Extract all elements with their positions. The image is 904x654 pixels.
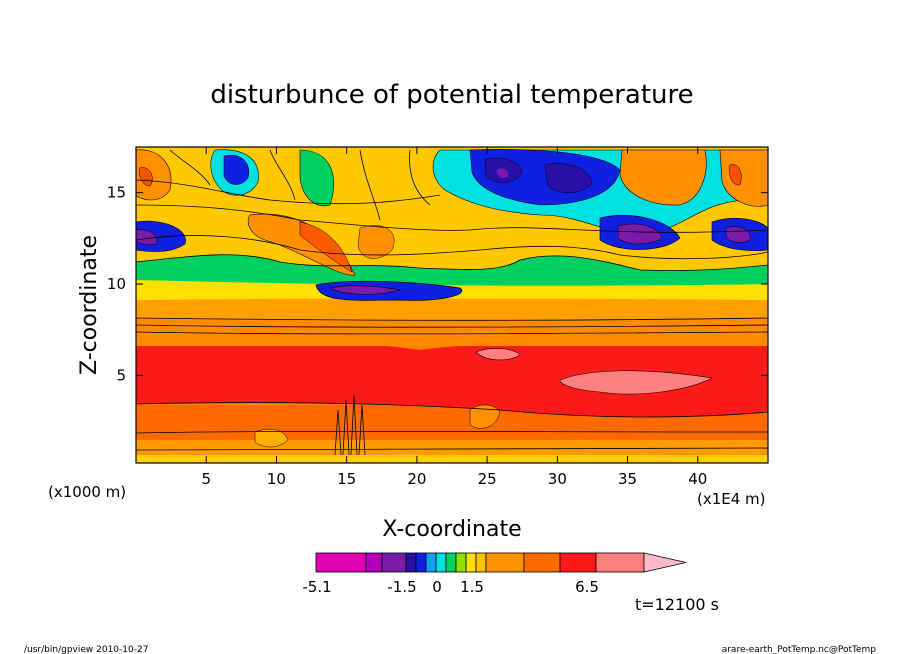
- x-tick-label: 15: [337, 470, 356, 488]
- colorbar-swatch: [405, 552, 417, 573]
- colorbar-swatch: [465, 552, 477, 573]
- colorbar-swatch: [381, 552, 407, 573]
- time-label: t=12100 s: [635, 595, 719, 614]
- y-axis-label: Z-coordinate: [77, 235, 102, 375]
- x-tick-label: 10: [267, 470, 286, 488]
- colorbar-swatch: [365, 552, 383, 573]
- colorbar-tick-label: 6.5: [575, 578, 599, 596]
- y-tick-label: 5: [116, 366, 126, 384]
- plot-frame: [135, 146, 769, 464]
- chart-title: disturbunce of potential temperature: [210, 80, 693, 110]
- colorbar-swatch: [455, 552, 467, 573]
- contour-lines: [136, 149, 768, 451]
- x-tick-label: 40: [688, 470, 707, 488]
- footer-right: arare-earth_PotTemp.nc@PotTemp: [722, 645, 877, 654]
- y-axis: 5 10 15: [107, 184, 768, 384]
- colorbar-swatch: [595, 552, 645, 573]
- colorbar-swatch: [425, 552, 437, 573]
- y-tick-label: 15: [107, 184, 126, 202]
- x-axis-label: X-coordinate: [382, 517, 521, 542]
- colorbar-swatch: [315, 552, 367, 573]
- x-axis: 5 10 15 20 25 30 35 40: [201, 147, 707, 488]
- colorbar-tick-label: 0: [432, 578, 442, 596]
- footer-left: /usr/bin/gpview 2010-10-27: [24, 645, 148, 654]
- x-tick-label: 25: [478, 470, 497, 488]
- x-unit-left: (x1000 m): [48, 483, 126, 501]
- x-tick-label: 35: [618, 470, 637, 488]
- x-tick-label: 5: [201, 470, 211, 488]
- y-tick-label: 10: [107, 275, 126, 293]
- colorbar-arrow: [643, 552, 687, 573]
- colorbar-tick-label: -5.1: [302, 578, 331, 596]
- colorbar-tick-label: 1.5: [460, 578, 484, 596]
- colorbar-swatch: [435, 552, 447, 573]
- colorbar-swatch: [523, 552, 561, 573]
- colorbar-swatch: [415, 552, 427, 573]
- x-tick-label: 20: [407, 470, 426, 488]
- colorbar-swatch: [445, 552, 457, 573]
- colorbar-labels: -5.1 -1.5 0 1.5 6.5: [302, 578, 599, 596]
- red-band: [136, 340, 768, 417]
- colorbar: [315, 552, 687, 573]
- colorbar-swatch: [485, 552, 525, 573]
- contour-field: [136, 147, 768, 463]
- colorbar-swatch: [475, 552, 487, 573]
- x-unit-right: (x1E4 m): [697, 490, 766, 508]
- pink-patch: [559, 370, 713, 395]
- x-tick-label: 30: [548, 470, 567, 488]
- colorbar-swatch: [559, 552, 597, 573]
- colorbar-tick-label: -1.5: [387, 578, 416, 596]
